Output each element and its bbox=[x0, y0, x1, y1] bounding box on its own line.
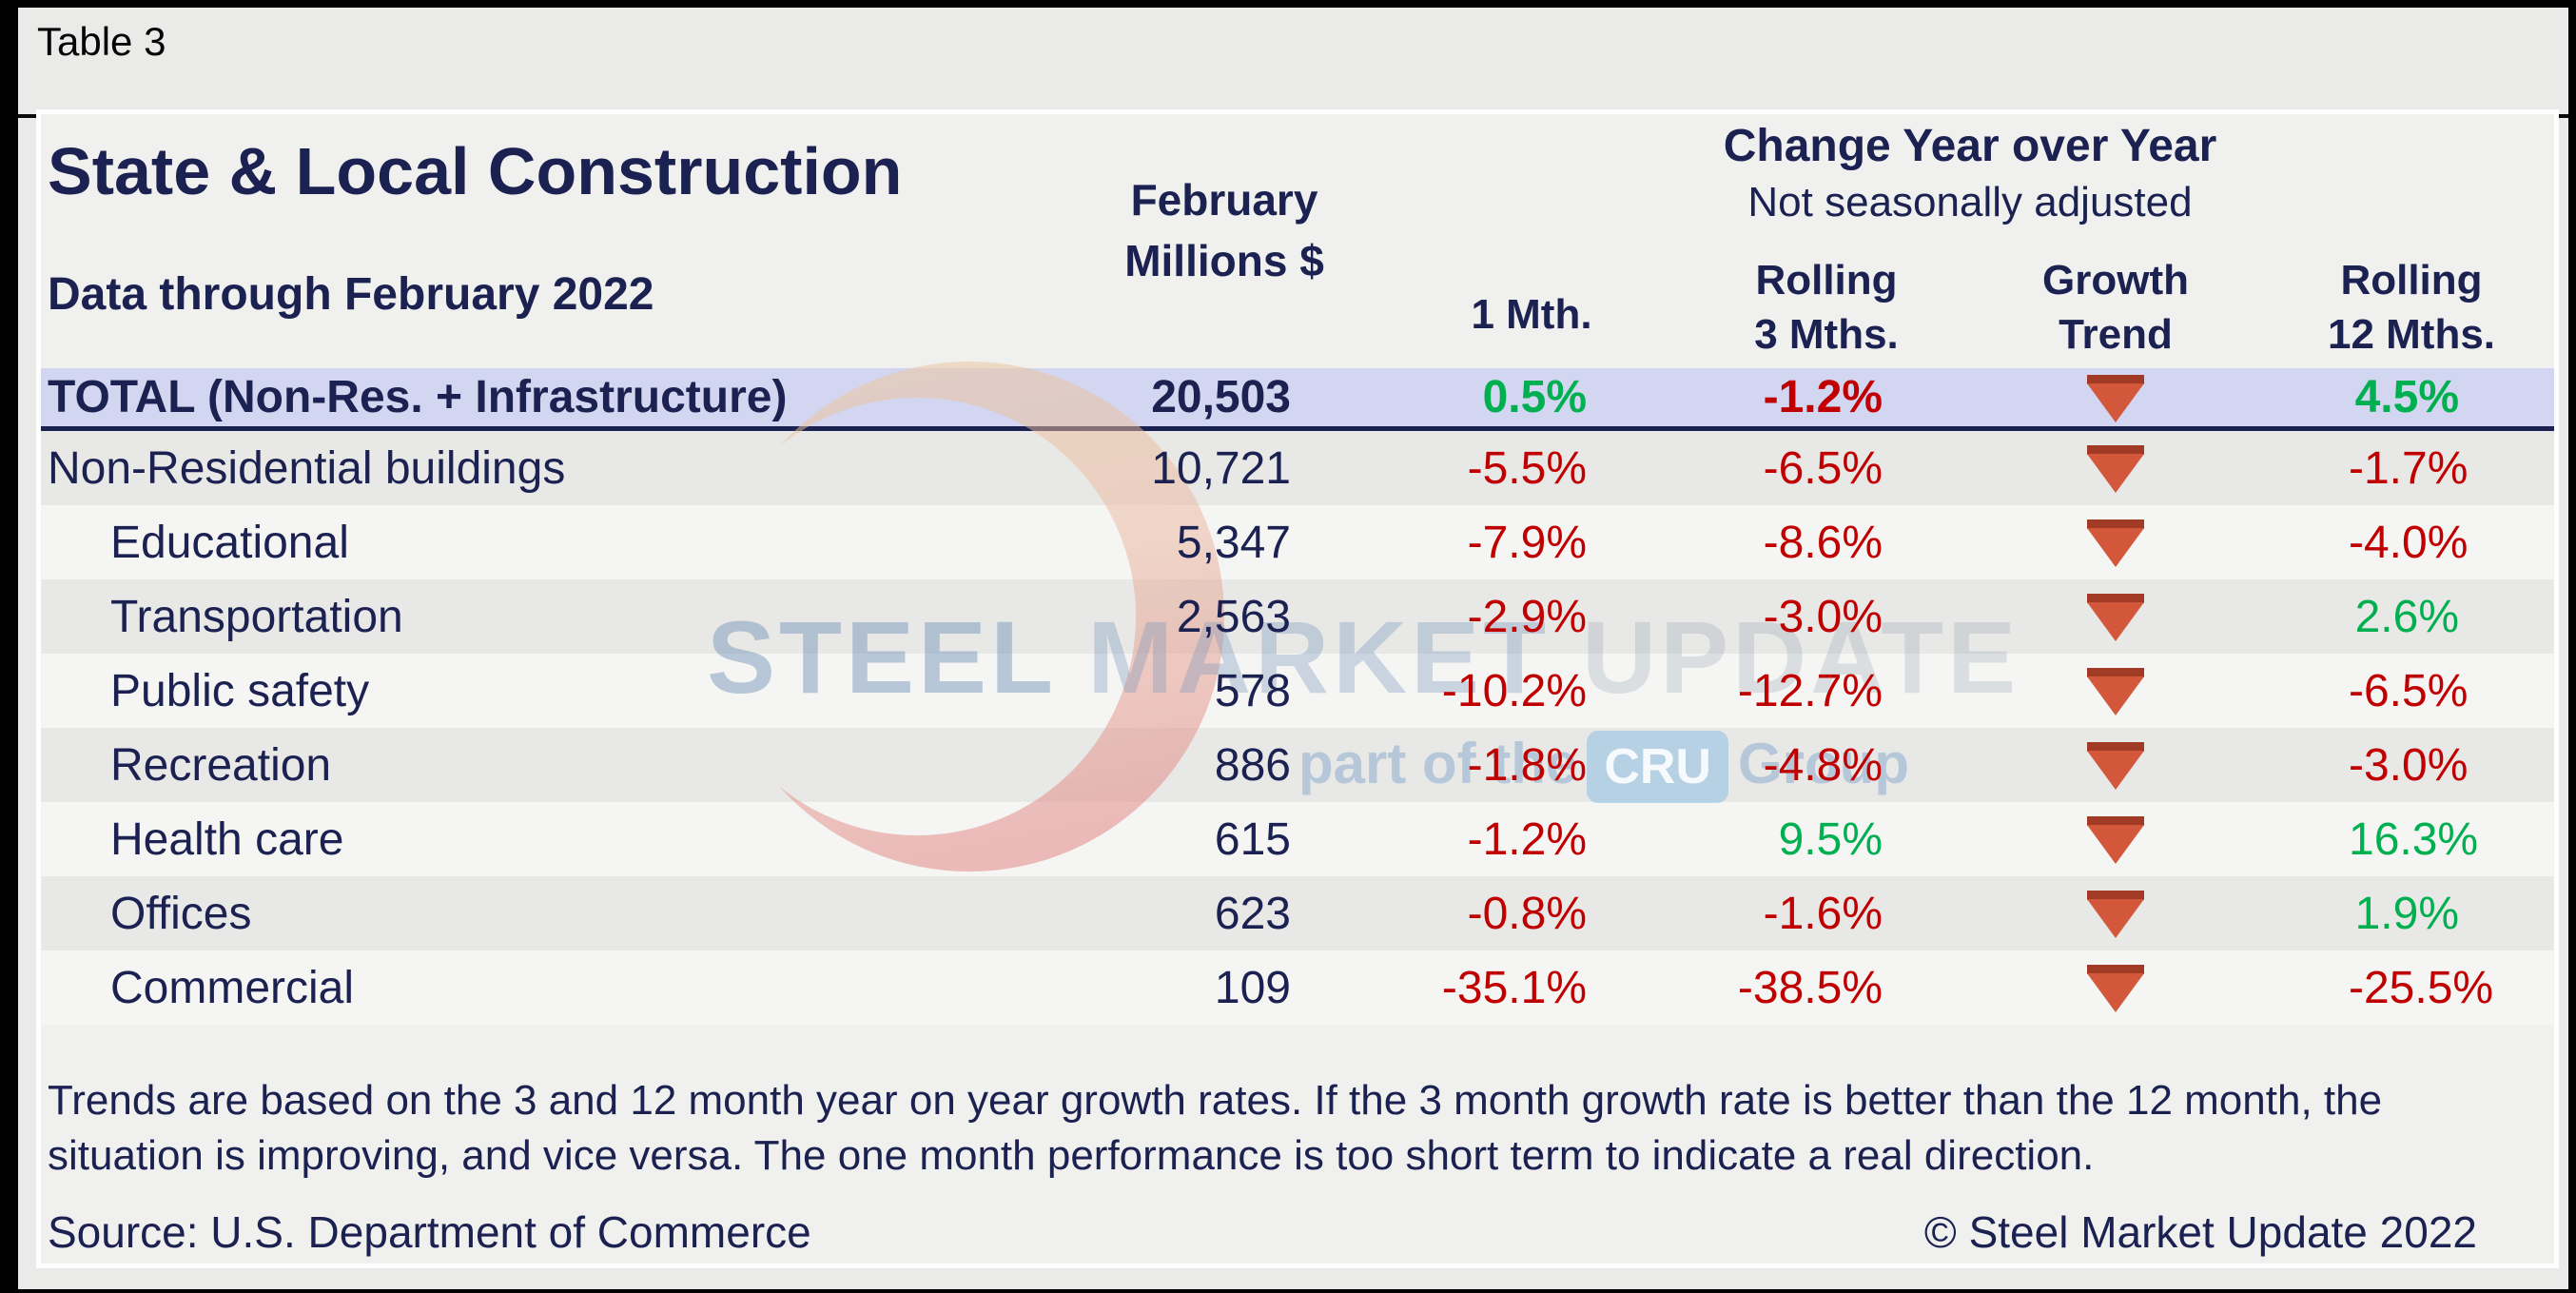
copyright-label: © Steel Market Update 2022 bbox=[1923, 1207, 2477, 1257]
trend-down-icon bbox=[2087, 374, 2144, 422]
row-label: Transportation bbox=[110, 591, 403, 642]
feb-millions-value: 615 bbox=[1214, 813, 1291, 865]
pct-1mth: -1.2% bbox=[1467, 813, 1587, 865]
trend-cell bbox=[1883, 961, 2349, 1014]
trend-down-icon bbox=[2087, 891, 2144, 939]
data-through-label: Data through February 2022 bbox=[48, 269, 654, 320]
trend-cell bbox=[1883, 441, 2349, 495]
pct-3mths: -38.5% bbox=[1737, 962, 1883, 1013]
table-row: Non-Residential buildings 10,721 -5.5% -… bbox=[41, 431, 2554, 505]
row-label: Offices bbox=[110, 888, 252, 939]
column-header-february-millions: February Millions $ bbox=[1082, 169, 1367, 291]
table-row: Health care 615 -1.2% 9.5% 16.3% bbox=[41, 802, 2554, 876]
pct-3mths: -1.2% bbox=[1763, 372, 1883, 422]
trend-down-icon bbox=[2087, 965, 2144, 1013]
feb-millions-value: 10,721 bbox=[1151, 442, 1291, 494]
row-label: Commercial bbox=[110, 962, 355, 1013]
column-header-rolling-12mths: Rolling 12 Mths. bbox=[2327, 257, 2496, 358]
feb-millions-value: 109 bbox=[1214, 962, 1291, 1013]
column-header-rolling-3mths: Rolling 3 Mths. bbox=[1754, 257, 1899, 358]
pct-12mths: 2.6% bbox=[2354, 591, 2459, 642]
pct-1mth: -5.5% bbox=[1467, 442, 1587, 494]
trend-cell bbox=[1883, 664, 2349, 717]
pct-3mths: -12.7% bbox=[1737, 665, 1883, 716]
row-label: Recreation bbox=[110, 739, 332, 791]
trend-cell bbox=[1883, 590, 2349, 643]
trend-cell bbox=[1883, 887, 2349, 940]
trend-cell bbox=[1883, 370, 2349, 423]
pct-12mths: -3.0% bbox=[2349, 739, 2469, 791]
table-row: Recreation 886 -1.8% -4.8% -3.0% bbox=[41, 728, 2554, 802]
feb-millions-value: 886 bbox=[1214, 739, 1291, 791]
pct-1mth: 0.5% bbox=[1482, 372, 1587, 422]
construction-table: STEEL MARKET UPDATE part of the CRU Group … bbox=[36, 109, 2559, 1268]
pct-12mths: -4.0% bbox=[2349, 517, 2469, 568]
trend-down-icon bbox=[2087, 445, 2144, 494]
pct-3mths: -8.6% bbox=[1763, 517, 1883, 568]
feb-millions-value: 578 bbox=[1214, 665, 1291, 716]
column-header-1mth: 1 Mth. bbox=[1471, 291, 1592, 338]
feb-millions-value: 623 bbox=[1214, 888, 1291, 939]
table-number-label: Table 3 bbox=[37, 19, 166, 64]
feb-millions-value: 20,503 bbox=[1151, 372, 1291, 422]
pct-1mth: -2.9% bbox=[1467, 591, 1587, 642]
trend-down-icon bbox=[2087, 742, 2144, 791]
pct-12mths: -1.7% bbox=[2349, 442, 2469, 494]
trend-cell bbox=[1883, 813, 2349, 866]
pct-3mths: -4.8% bbox=[1763, 739, 1883, 791]
row-label: Health care bbox=[110, 813, 344, 865]
table-row-total: TOTAL (Non-Res. + Infrastructure) 20,503… bbox=[41, 368, 2554, 431]
feb-millions-value: 2,563 bbox=[1176, 591, 1291, 642]
pct-12mths: 4.5% bbox=[2354, 372, 2459, 422]
row-label: Public safety bbox=[110, 665, 370, 716]
row-label: TOTAL (Non-Res. + Infrastructure) bbox=[48, 372, 788, 422]
pct-1mth: -0.8% bbox=[1467, 888, 1587, 939]
pct-3mths: -3.0% bbox=[1763, 591, 1883, 642]
pct-12mths: -6.5% bbox=[2349, 665, 2469, 716]
pct-1mth: -7.9% bbox=[1467, 517, 1587, 568]
page-title: State & Local Construction bbox=[48, 134, 903, 208]
pct-12mths: -25.5% bbox=[2349, 962, 2494, 1013]
feb-millions-value: 5,347 bbox=[1176, 517, 1291, 568]
table-row: Educational 5,347 -7.9% -8.6% -4.0% bbox=[41, 505, 2554, 579]
trend-down-icon bbox=[2087, 668, 2144, 716]
report-page: Table 3 STEEL MARKET UPDATE part of the C… bbox=[18, 8, 2568, 1289]
column-header-millions: Millions $ bbox=[1124, 236, 1324, 285]
pct-1mth: -10.2% bbox=[1441, 665, 1587, 716]
column-header-february: February bbox=[1130, 175, 1318, 225]
trend-cell bbox=[1883, 738, 2349, 792]
column-header-growth-trend: Growth Trend bbox=[2042, 257, 2189, 358]
row-label: Educational bbox=[110, 517, 349, 568]
table-row: Public safety 578 -10.2% -12.7% -6.5% bbox=[41, 654, 2554, 728]
group-header-change-yoy: Change Year over Year bbox=[1723, 121, 2217, 171]
table-body: TOTAL (Non-Res. + Infrastructure) 20,503… bbox=[41, 368, 2554, 1025]
table-row: Transportation 2,563 -2.9% -3.0% 2.6% bbox=[41, 579, 2554, 654]
pct-3mths: 9.5% bbox=[1778, 813, 1883, 865]
row-label: Non-Residential buildings bbox=[48, 442, 566, 494]
pct-1mth: -35.1% bbox=[1441, 962, 1587, 1013]
pct-1mth: -1.8% bbox=[1467, 739, 1587, 791]
pct-12mths: 16.3% bbox=[2349, 813, 2479, 865]
trend-down-icon bbox=[2087, 519, 2144, 568]
trend-footnote: Trends are based on the 3 and 12 month y… bbox=[48, 1077, 2383, 1179]
pct-3mths: -6.5% bbox=[1763, 442, 1883, 494]
trend-down-icon bbox=[2087, 594, 2144, 642]
trend-down-icon bbox=[2087, 816, 2144, 865]
pct-12mths: 1.9% bbox=[2354, 888, 2459, 939]
trend-cell bbox=[1883, 516, 2349, 569]
pct-3mths: -1.6% bbox=[1763, 888, 1883, 939]
table-row: Commercial 109 -35.1% -38.5% -25.5% bbox=[41, 950, 2554, 1025]
table-row: Offices 623 -0.8% -1.6% 1.9% bbox=[41, 876, 2554, 950]
group-subheader-nsa: Not seasonally adjusted bbox=[1747, 179, 2193, 225]
source-label: Source: U.S. Department of Commerce bbox=[48, 1207, 811, 1257]
